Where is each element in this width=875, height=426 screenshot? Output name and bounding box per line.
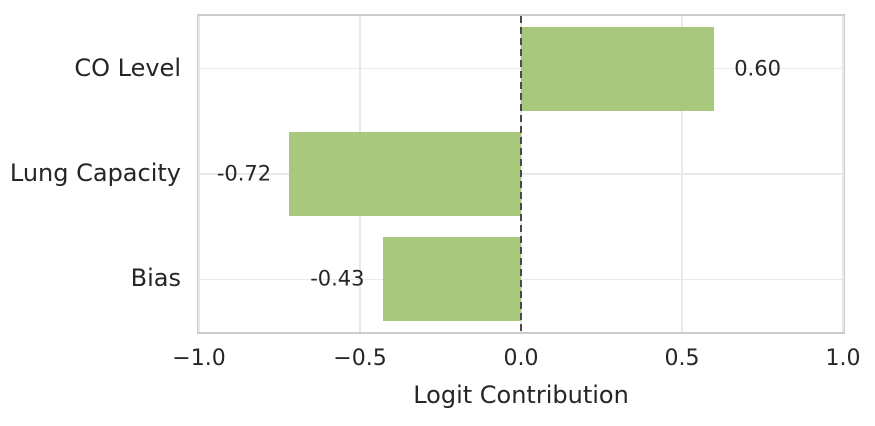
- zero-baseline: [520, 16, 522, 332]
- x-tick-label--0.5: −0.5: [333, 346, 387, 371]
- bar-co-level: [521, 26, 715, 111]
- value-label-lung-capacity: -0.72: [216, 161, 272, 186]
- value-label-bias: -0.43: [310, 266, 365, 291]
- value-label-co-level: 0.60: [734, 56, 781, 81]
- y-tick-label-co-level: CO Level: [74, 53, 181, 82]
- bar-lung-capacity: [289, 131, 521, 217]
- x-tick-label-0.5: 0.5: [664, 346, 700, 371]
- x-axis-label: Logit Contribution: [413, 381, 629, 409]
- y-tick-label-bias: Bias: [130, 264, 181, 293]
- y-tick-label-lung-capacity: Lung Capacity: [9, 159, 181, 188]
- plot-area: [197, 14, 845, 334]
- x-tick-label--1: −1.0: [172, 346, 226, 371]
- gridline-vertical: [842, 16, 844, 332]
- x-tick-label-0: 0.0: [503, 346, 539, 371]
- x-tick-label-1: 1.0: [825, 346, 861, 371]
- bar-bias: [382, 237, 521, 322]
